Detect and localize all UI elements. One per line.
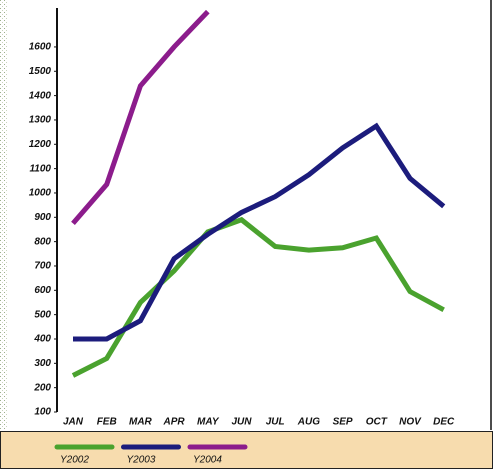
legend-label: Y2004 <box>193 455 222 466</box>
y-tick-label: 200 <box>33 382 51 393</box>
x-tick-label: FEB <box>97 417 117 428</box>
y-tick-label: 400 <box>33 334 51 345</box>
y-tick-label: 1100 <box>29 163 51 174</box>
legend-panel <box>0 431 493 469</box>
y-tick-label: 1300 <box>29 115 52 126</box>
y-tick-label: 1600 <box>29 42 52 53</box>
x-tick-label: NOV <box>399 417 422 428</box>
x-tick-label: SEP <box>333 417 353 428</box>
y-tick-label: 1400 <box>29 90 52 101</box>
y-tick-label: 1200 <box>29 139 52 150</box>
series-line <box>73 122 446 342</box>
x-tick-label: MAY <box>197 417 220 428</box>
x-tick-label: JUL <box>266 417 285 428</box>
y-tick-label: 1500 <box>29 66 52 77</box>
y-tick-label: 100 <box>34 407 51 418</box>
x-tick-label: JUN <box>231 417 252 428</box>
x-tick-label: OCT <box>366 417 388 428</box>
plot-background <box>8 0 492 430</box>
y-tick-label: 800 <box>34 236 51 247</box>
left-texture <box>0 0 8 430</box>
y-tick-label: 700 <box>34 261 51 272</box>
series-line <box>71 216 445 378</box>
x-tick-label: AUG <box>297 417 320 428</box>
x-tick-label: JAN <box>63 417 84 428</box>
legend-label: Y2003 <box>127 455 156 466</box>
y-tick-label: 500 <box>34 309 51 320</box>
legend-label: Y2002 <box>60 455 89 466</box>
x-tick-label: APR <box>163 417 186 428</box>
y-tick-label: 1000 <box>29 188 52 199</box>
y-tick-label: 600 <box>34 285 51 296</box>
series-line <box>71 9 210 226</box>
x-tick-label: DEC <box>433 417 455 428</box>
y-tick-label: 900 <box>34 212 51 223</box>
x-tick-label: MAR <box>129 417 153 428</box>
y-tick-label: 300 <box>34 358 51 369</box>
